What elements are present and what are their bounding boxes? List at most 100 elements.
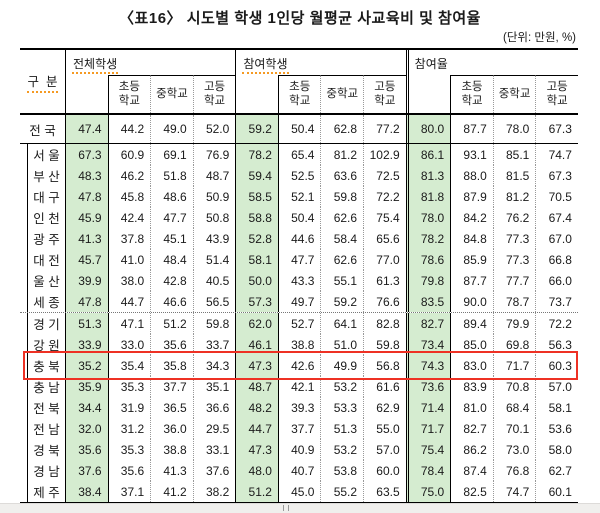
- subcolumn-header: 고등 학교: [192, 75, 236, 113]
- data-cell: 75.0: [405, 481, 452, 502]
- table-header: 구 분 전체학생 초등 학교 중학교 고등 학교 참여학생 초등 학교 중학교 고등 학교 참여…: [20, 50, 578, 115]
- table-row: 전 남 32.0 31.2 36.0 29.5 44.7 37.7 51.3 55.0 71.7 8…: [20, 418, 578, 439]
- data-cell: 46.2: [109, 165, 152, 186]
- data-cell: 77.2: [376, 122, 400, 136]
- data-cell: 43.3: [279, 270, 322, 291]
- data-cell: 73.4: [405, 334, 452, 355]
- data-cell: 38.4: [66, 481, 109, 502]
- horizontal-scrollbar[interactable]: [0, 503, 600, 513]
- data-cell: 89.4: [451, 313, 494, 334]
- data-cell: 45.7: [66, 249, 109, 270]
- data-cell: 72.2: [376, 189, 400, 204]
- data-cell: 73.0: [494, 439, 537, 460]
- data-cell: 79.8: [405, 270, 452, 291]
- data-cell: 52.8: [236, 228, 279, 249]
- data-cell: 81.8: [405, 186, 452, 207]
- data-cell: 33.7: [194, 334, 237, 355]
- data-cell: 71.7: [405, 418, 452, 439]
- data-cell: 90.0: [451, 291, 494, 312]
- row-label-cell: 대 구: [20, 186, 66, 207]
- subcolumn-header: 중학교: [492, 75, 536, 113]
- subcolumn-header: 중학교: [320, 75, 364, 113]
- data-cell: 42.4: [109, 207, 152, 228]
- data-cell: 81.2: [494, 186, 537, 207]
- data-cell: 35.6: [151, 334, 194, 355]
- data-cell: 70.8: [494, 376, 537, 397]
- data-cell: 35.3: [109, 439, 152, 460]
- data-cell: 65.6: [376, 231, 400, 246]
- data-cell: 67.3: [548, 122, 572, 136]
- column-group-header: 전체학생 초등 학교 중학교 고등 학교: [66, 50, 236, 113]
- data-cell: 38.8: [151, 439, 194, 460]
- row-label-cell: 전 국: [20, 115, 66, 143]
- subcolumn-header: 초등 학교: [450, 75, 493, 113]
- data-cell: 78.6: [405, 249, 452, 270]
- data-cell: 31.2: [109, 418, 152, 439]
- data-cell: 72.2: [548, 316, 572, 331]
- data-cell: 50.8: [194, 207, 237, 228]
- data-cell: 52.7: [279, 313, 322, 334]
- row-label-cell: 제 주: [20, 481, 66, 502]
- data-cell: 51.3: [321, 418, 365, 439]
- data-cell: 39.9: [66, 270, 109, 291]
- data-cell: 51.0: [321, 334, 365, 355]
- data-cell: 71.7: [494, 355, 537, 376]
- unit-note: (단위: 만원, %): [503, 32, 576, 44]
- scrollbar-grip[interactable]: [283, 505, 289, 511]
- data-cell: 55.1: [321, 270, 365, 291]
- data-cell: 63.5: [376, 484, 400, 499]
- data-cell: 53.2: [321, 439, 365, 460]
- data-cell: 68.4: [494, 397, 537, 418]
- data-cell: 41.3: [151, 460, 194, 481]
- table-row: 제 주 38.4 37.1 41.2 38.2 51.2 45.0 55.2 63.5 75.0 8…: [20, 481, 578, 502]
- table-row: 충 북 35.2 35.4 35.8 34.3 47.3 42.6 49.9 56.8 74.3 8…: [20, 351, 578, 380]
- data-cell: 75.4: [376, 210, 400, 225]
- data-cell: 76.8: [494, 460, 537, 481]
- data-cell: 77.7: [494, 270, 537, 291]
- data-cell: 47.7: [279, 249, 322, 270]
- data-cell: 53.8: [321, 460, 365, 481]
- row-label-cell: 경 기: [20, 313, 66, 334]
- data-cell: 49.9: [321, 355, 365, 376]
- page-title: 〈표16〉 시도별 학생 1인당 월평균 사교육비 및 참여율: [119, 10, 481, 27]
- data-cell: 77.3: [494, 249, 537, 270]
- subcolumn-header: 초등 학교: [107, 75, 151, 113]
- data-cell: 61.6: [376, 379, 400, 394]
- data-cell: 37.7: [151, 376, 194, 397]
- data-cell: 48.2: [236, 397, 279, 418]
- data-cell: 35.9: [66, 376, 109, 397]
- data-cell: 74.7: [548, 147, 572, 162]
- data-cell: 48.3: [66, 165, 109, 186]
- data-cell: 47.3: [236, 439, 279, 460]
- data-cell: 74.7: [494, 481, 537, 502]
- data-cell: 56.5: [194, 291, 237, 312]
- data-cell: 84.8: [451, 228, 494, 249]
- data-cell: 76.9: [194, 144, 237, 165]
- corner-header-label: 구 분: [26, 71, 59, 93]
- data-cell: 47.4: [66, 115, 109, 143]
- table-row: 광 주 41.3 37.8 45.1 43.9 52.8 44.6 58.4 65.6 78.2 8…: [20, 228, 578, 249]
- data-cell: 77.3: [494, 228, 537, 249]
- data-cell: 67.3: [66, 144, 109, 165]
- data-cell: 36.5: [151, 397, 194, 418]
- data-cell: 29.5: [194, 418, 237, 439]
- row-label: 경 남: [27, 460, 65, 481]
- row-label: 대 구: [27, 186, 65, 207]
- data-cell: 45.9: [66, 207, 109, 228]
- data-cell: 93.1: [451, 144, 494, 165]
- data-cell: 87.7: [451, 270, 494, 291]
- data-cell: 32.0: [66, 418, 109, 439]
- row-label: 전 국: [29, 123, 56, 138]
- subcolumn-header: 중학교: [150, 75, 193, 113]
- data-cell: 76.2: [494, 207, 537, 228]
- data-cell: 41.3: [66, 228, 109, 249]
- row-label: 부 산: [27, 165, 65, 186]
- data-cell: 83.9: [451, 376, 494, 397]
- data-cell: 78.4: [405, 460, 452, 481]
- data-cell: 45.1: [151, 228, 194, 249]
- data-cell: 61.3: [376, 273, 400, 288]
- data-cell: 41.0: [109, 249, 152, 270]
- row-label-cell: 경 남: [20, 460, 66, 481]
- data-cell: 53.6: [548, 421, 572, 436]
- data-cell: 51.2: [151, 313, 194, 334]
